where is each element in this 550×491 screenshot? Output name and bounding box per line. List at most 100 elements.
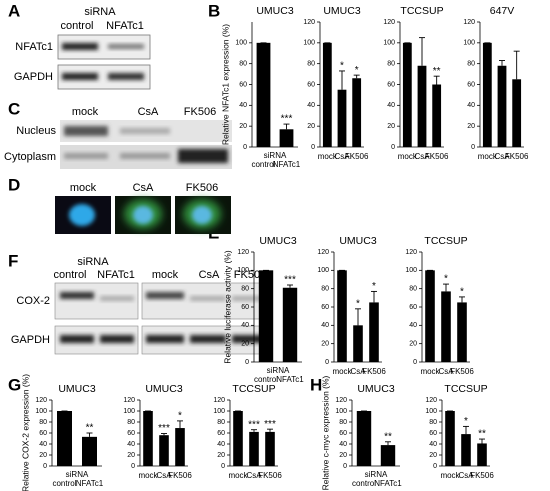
x-tick-label: FK506 [345,152,369,161]
y-tick-label: 100 [405,267,417,274]
y-tick-label: 0 [471,144,475,151]
y-tick-label: 100 [35,408,47,415]
y-tick-label: 40 [239,102,247,109]
x-tick-label: mock [478,152,498,161]
y-tick-label: 120 [237,249,249,256]
y-tick-label: 0 [433,463,437,470]
y-tick-label: 20 [409,341,417,348]
bar [425,270,435,362]
y-tick-label: 20 [387,123,395,130]
y-tick-label: 100 [317,267,329,274]
y-tick-label: 40 [467,102,475,109]
panel-letter: C [8,99,20,118]
y-tick-label: 120 [303,19,315,26]
x-tick-label: FK506 [505,152,529,161]
lane-label: CsA [199,269,220,281]
chart-title: UMUC3 [339,235,376,247]
x-tick-label: mock [420,367,440,376]
x-tick-label: mock [398,152,418,161]
x-tick-label: FK506 [450,367,474,376]
significance-label: * [444,274,448,285]
bar [417,65,427,147]
x-tick-label: CsA [246,471,262,480]
bar [159,435,169,466]
group-label: siRNA [267,366,290,375]
y-tick-label: 80 [307,61,315,68]
group-label: siRNA [66,470,89,479]
bar [512,79,522,147]
x-tick-label: CsA [438,367,454,376]
y-tick-label: 60 [239,81,247,88]
bar [353,325,363,362]
y-tick-label: 0 [43,463,47,470]
y-tick-label: 100 [383,40,395,47]
y-tick-label: 0 [131,463,135,470]
y-tick-label: 120 [383,19,395,26]
y-tick-label: 40 [429,441,437,448]
x-tick-label: mock [318,152,338,161]
y-tick-label: 100 [123,408,135,415]
bar [352,78,362,147]
y-tick-label: 0 [325,359,329,366]
y-tick-label: 60 [409,304,417,311]
bar [482,42,492,148]
significance-label: * [372,281,376,292]
panel-letter: B [208,1,220,20]
y-tick-label: 20 [429,452,437,459]
y-tick-label: 40 [241,322,249,329]
y-tick-label: 100 [213,408,225,415]
row-label: NFATc1 [15,41,53,53]
lane-label: NFATc1 [106,20,144,32]
y-tick-label: 20 [321,341,329,348]
y-tick-label: 60 [217,430,225,437]
significance-label: * [178,411,182,422]
y-tick-label: 20 [467,123,475,130]
y-tick-label: 80 [217,419,225,426]
bar [258,270,274,362]
bar [282,287,298,362]
y-tick-label: 80 [467,61,475,68]
x-tick-label: CsA [334,152,350,161]
bar [445,411,455,466]
significance-label: * [356,298,360,309]
bar [233,411,243,466]
y-tick-label: 120 [425,397,437,404]
significance-label: ** [86,423,94,434]
row-label: GAPDH [11,334,50,346]
bar [356,411,372,466]
x-tick-label: CsA [494,152,510,161]
x-tick-label: FK506 [258,471,282,480]
x-tick-label: NFATc1 [276,375,304,384]
significance-label: * [355,65,359,76]
y-tick-label: 120 [123,397,135,404]
bar [457,302,467,362]
y-tick-label: 80 [241,286,249,293]
y-tick-label: 40 [39,441,47,448]
significance-label: *** [281,114,293,125]
y-tick-label: 80 [429,419,437,426]
group-label: siRNA [77,256,109,268]
bar [279,129,294,147]
chart-title: UMUC3 [58,383,95,395]
y-tick-label: 80 [39,419,47,426]
significance-label: ** [433,66,441,77]
lane-label: mock [70,182,97,194]
group-label: siRNA [84,6,116,18]
bar [265,431,275,466]
chart-title: UMUC3 [145,383,182,395]
y-tick-label: 0 [243,144,247,151]
chart-title: TCCSUP [444,383,487,395]
x-tick-label: NFATc1 [273,160,301,169]
chart-title: TCCSUP [424,235,467,247]
y-tick-label: 80 [339,419,347,426]
y-tick-label: 100 [425,408,437,415]
y-tick-label: 40 [387,102,395,109]
x-tick-label: FK506 [470,471,494,480]
significance-label: *** [264,419,276,430]
group-label: siRNA [365,470,388,479]
lane-label: mock [152,269,179,281]
lane-label: CsA [138,106,159,118]
y-axis-label: Relative NFATc1 expression (%) [220,24,230,145]
y-tick-label: 20 [127,452,135,459]
